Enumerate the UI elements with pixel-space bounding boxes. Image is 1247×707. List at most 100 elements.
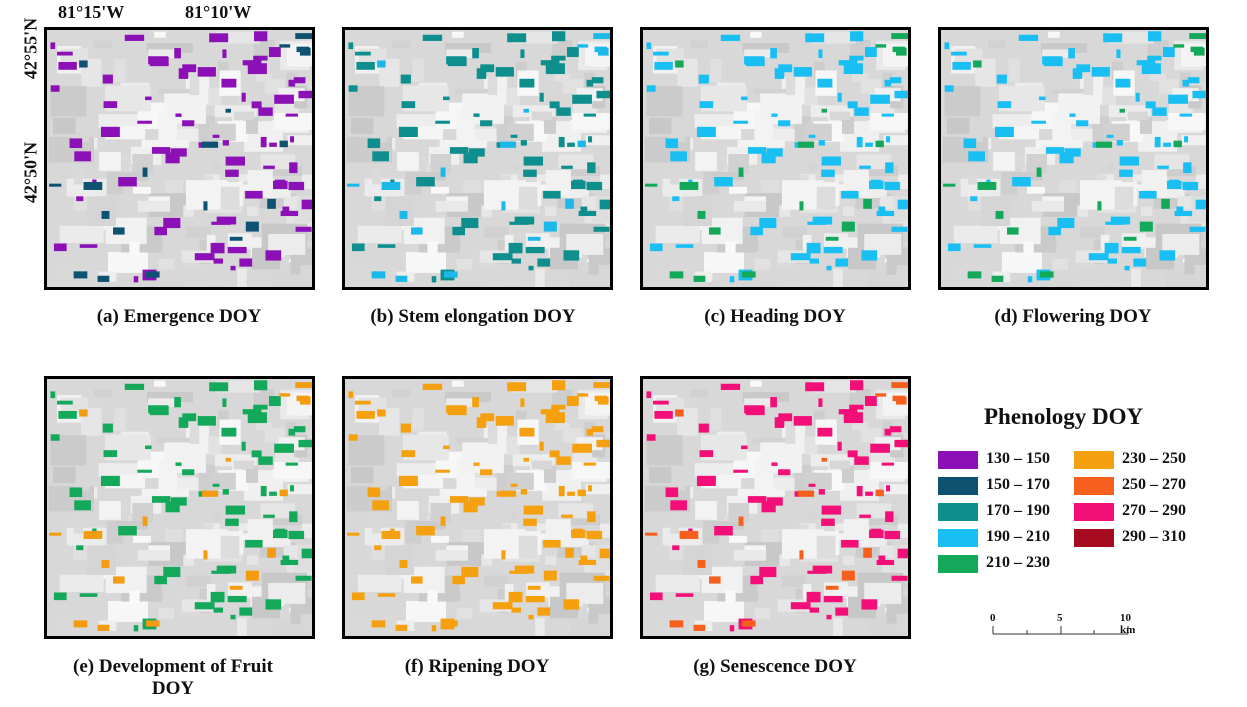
crop-field <box>222 398 227 407</box>
terrain-patch <box>1040 43 1088 54</box>
crop-field <box>273 529 288 539</box>
crop-field <box>583 462 596 466</box>
terrain-patch <box>558 154 594 170</box>
crop-field <box>523 457 529 462</box>
terrain-patch <box>203 524 213 535</box>
crop-field <box>253 55 268 61</box>
crop-field <box>970 196 978 202</box>
crop-field <box>741 445 748 450</box>
crop-field <box>182 469 195 476</box>
crop-field <box>480 120 493 127</box>
crop-field <box>137 469 152 473</box>
terrain-patch <box>1162 233 1200 255</box>
terrain-patch <box>173 128 201 142</box>
crop-field <box>821 108 827 113</box>
crop-field <box>268 47 281 58</box>
crop-field <box>709 227 721 235</box>
crop-field <box>561 514 573 518</box>
crop-field <box>675 244 694 248</box>
crop-field <box>1064 148 1081 157</box>
terrain-patch <box>392 389 410 397</box>
terrain-patch <box>728 186 747 194</box>
terrain-patch <box>725 241 736 254</box>
crop-field <box>1119 156 1140 166</box>
crop-field <box>174 397 181 408</box>
crop-field <box>884 530 901 540</box>
crop-field <box>103 101 118 109</box>
terrain-patch <box>99 501 121 520</box>
terrain-patch <box>157 88 197 95</box>
terrain-patch <box>585 484 610 495</box>
crop-field <box>837 441 842 451</box>
terrain-patch <box>554 422 570 431</box>
crop-field <box>480 413 495 422</box>
crop-field <box>58 61 77 70</box>
crop-field <box>594 395 608 402</box>
crop-field <box>889 426 902 433</box>
crop-field <box>288 428 296 436</box>
terrain-patch <box>164 442 206 473</box>
crop-field <box>79 244 98 248</box>
crop-field <box>395 275 408 282</box>
terrain-patch <box>350 117 374 135</box>
crop-field <box>229 236 243 241</box>
terrain-patch <box>462 93 504 124</box>
terrain-patch <box>183 554 195 566</box>
terrain-patch <box>1083 67 1094 96</box>
crop-field <box>372 151 389 162</box>
crop-field <box>864 396 877 407</box>
terrain-patch <box>896 613 908 634</box>
crop-field <box>282 206 290 216</box>
legend-label: 170 – 190 <box>986 502 1050 519</box>
crop-field <box>733 120 748 124</box>
crop-field <box>884 181 901 191</box>
terrain-patch <box>856 503 892 519</box>
crop-field <box>351 243 365 252</box>
crop-field <box>221 78 237 88</box>
crop-field <box>679 181 699 190</box>
crop-field <box>507 382 527 392</box>
terrain-patch <box>141 488 189 497</box>
terrain-patch <box>593 148 610 165</box>
crop-field <box>1159 250 1176 261</box>
terrain-patch <box>86 161 106 169</box>
crop-field <box>672 196 680 202</box>
crop-field <box>443 445 450 450</box>
terrain-patch <box>1077 205 1089 217</box>
crop-field <box>864 47 877 58</box>
crop-field <box>1136 60 1156 66</box>
terrain-patch <box>220 186 240 210</box>
crop-field <box>809 258 820 264</box>
crop-field <box>480 64 495 73</box>
terrain-patch <box>212 163 221 171</box>
crop-field <box>1107 258 1118 264</box>
terrain-patch <box>114 408 126 431</box>
terrain-patch <box>132 186 151 194</box>
crop-field <box>1106 134 1114 138</box>
crop-field <box>821 518 835 526</box>
crop-field <box>416 526 435 536</box>
crop-field <box>274 443 294 453</box>
crop-field <box>808 483 816 487</box>
crop-field <box>1157 165 1169 169</box>
crop-field <box>679 530 699 539</box>
crop-field <box>558 485 565 497</box>
crop-field <box>241 441 246 451</box>
terrain-patch <box>543 116 557 134</box>
terrain-patch <box>357 225 402 243</box>
crop-field <box>794 142 800 148</box>
caption-g: (g) Senescence DOY <box>693 656 857 677</box>
terrain-patch <box>146 43 194 54</box>
terrain-patch <box>189 67 200 96</box>
crop-field <box>251 101 262 109</box>
crop-field <box>654 410 673 419</box>
crop-field <box>178 417 189 428</box>
crop-field <box>422 34 443 41</box>
crop-field <box>279 140 288 148</box>
crop-field <box>500 141 517 148</box>
crop-field <box>821 457 827 462</box>
crop-field <box>76 545 84 551</box>
crop-field <box>295 575 312 581</box>
crop-field <box>182 120 195 127</box>
terrain-patch <box>864 582 902 604</box>
